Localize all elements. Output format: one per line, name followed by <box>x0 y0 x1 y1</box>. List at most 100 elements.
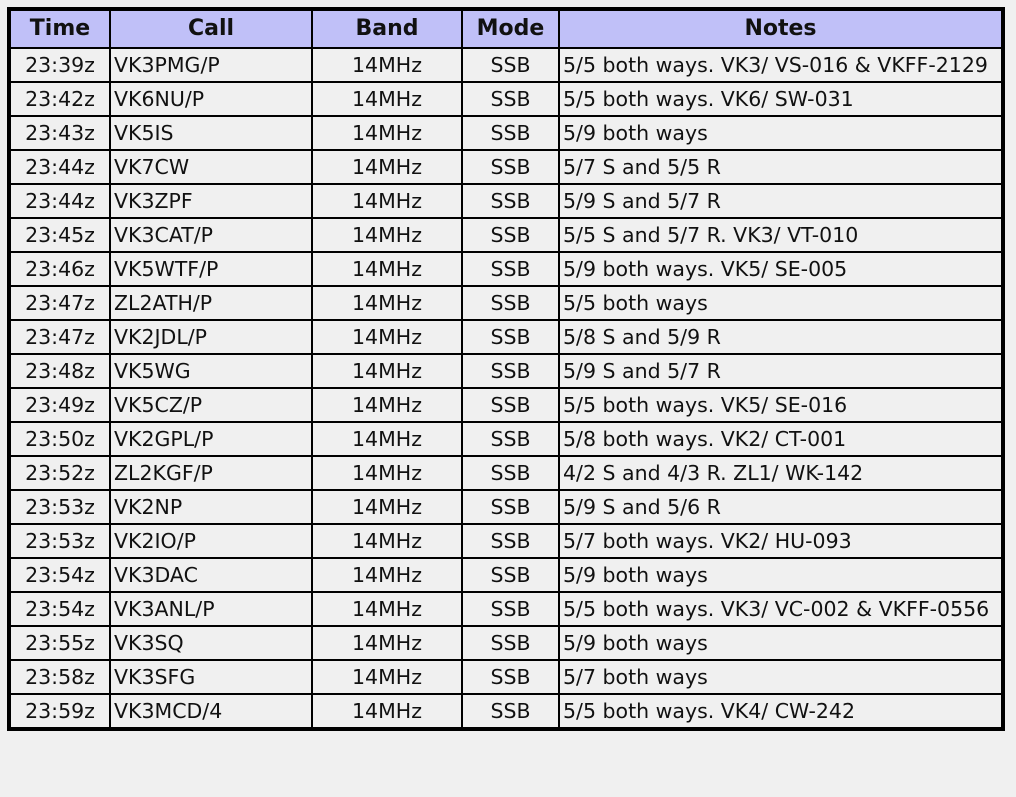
call-cell: VK5WTF/P <box>109 251 313 287</box>
call-cell: VK5CZ/P <box>109 387 313 423</box>
table-row: 23:59z VK3MCD/4 14MHz SSB 5/5 both ways. VK4… <box>8 693 1004 730</box>
time-cell: 23:53z <box>8 523 111 559</box>
call-cell: VK3PMG/P <box>109 47 313 83</box>
notes-cell: 5/5 both ways. VK4/ CW-242 <box>558 693 1004 730</box>
call-cell: VK3SQ <box>109 625 313 661</box>
call-cell: VK2IO/P <box>109 523 313 559</box>
mode-cell: SSB <box>461 81 560 117</box>
notes-cell: 5/5 both ways. VK3/ VS-016 & VKFF-2129 <box>558 47 1004 83</box>
qso-log-table: Time Call Band Mode Notes 23:39z VK3PMG/P… <box>7 7 1005 731</box>
header-band: Band <box>311 8 463 49</box>
table-row: 23:54z VK3DAC 14MHz SSB 5/9 both ways <box>8 557 1004 593</box>
call-cell: VK2GPL/P <box>109 421 313 457</box>
mode-cell: SSB <box>461 591 560 627</box>
mode-cell: SSB <box>461 183 560 219</box>
notes-cell: 5/9 both ways <box>558 557 1004 593</box>
mode-cell: SSB <box>461 353 560 389</box>
notes-cell: 5/5 both ways. VK6/ SW-031 <box>558 81 1004 117</box>
band-cell: 14MHz <box>311 591 463 627</box>
table-row: 23:53z VK2IO/P 14MHz SSB 5/7 both ways. VK2/… <box>8 523 1004 559</box>
mode-cell: SSB <box>461 693 560 730</box>
call-cell: VK5WG <box>109 353 313 389</box>
band-cell: 14MHz <box>311 489 463 525</box>
table-row: 23:44z VK7CW 14MHz SSB 5/7 S and 5/5 R <box>8 149 1004 185</box>
notes-cell: 5/5 both ways. VK3/ VC-002 & VKFF-0556 <box>558 591 1004 627</box>
time-cell: 23:53z <box>8 489 111 525</box>
band-cell: 14MHz <box>311 47 463 83</box>
header-mode: Mode <box>461 8 560 49</box>
band-cell: 14MHz <box>311 81 463 117</box>
time-cell: 23:48z <box>8 353 111 389</box>
notes-cell: 5/9 both ways <box>558 625 1004 661</box>
time-cell: 23:46z <box>8 251 111 287</box>
time-cell: 23:49z <box>8 387 111 423</box>
time-cell: 23:47z <box>8 285 111 321</box>
time-cell: 23:43z <box>8 115 111 151</box>
call-cell: VK2NP <box>109 489 313 525</box>
time-cell: 23:59z <box>8 693 111 730</box>
band-cell: 14MHz <box>311 455 463 491</box>
time-cell: 23:50z <box>8 421 111 457</box>
table-row: 23:45z VK3CAT/P 14MHz SSB 5/5 S and 5/7 R. V… <box>8 217 1004 253</box>
time-cell: 23:42z <box>8 81 111 117</box>
time-cell: 23:47z <box>8 319 111 355</box>
mode-cell: SSB <box>461 285 560 321</box>
call-cell: VK3SFG <box>109 659 313 695</box>
time-cell: 23:58z <box>8 659 111 695</box>
band-cell: 14MHz <box>311 523 463 559</box>
notes-cell: 4/2 S and 4/3 R. ZL1/ WK-142 <box>558 455 1004 491</box>
table-row: 23:43z VK5IS 14MHz SSB 5/9 both ways <box>8 115 1004 151</box>
mode-cell: SSB <box>461 251 560 287</box>
mode-cell: SSB <box>461 319 560 355</box>
notes-cell: 5/5 both ways. VK5/ SE-016 <box>558 387 1004 423</box>
band-cell: 14MHz <box>311 353 463 389</box>
band-cell: 14MHz <box>311 115 463 151</box>
mode-cell: SSB <box>461 387 560 423</box>
table-row: 23:54z VK3ANL/P 14MHz SSB 5/5 both ways. VK3… <box>8 591 1004 627</box>
mode-cell: SSB <box>461 523 560 559</box>
notes-cell: 5/9 both ways <box>558 115 1004 151</box>
band-cell: 14MHz <box>311 387 463 423</box>
call-cell: VK2JDL/P <box>109 319 313 355</box>
call-cell: ZL2KGF/P <box>109 455 313 491</box>
notes-cell: 5/9 S and 5/6 R <box>558 489 1004 525</box>
mode-cell: SSB <box>461 149 560 185</box>
table-row: 23:53z VK2NP 14MHz SSB 5/9 S and 5/6 R <box>8 489 1004 525</box>
time-cell: 23:54z <box>8 591 111 627</box>
table-row: 23:39z VK3PMG/P 14MHz SSB 5/5 both ways. VK3… <box>8 47 1004 83</box>
table-row: 23:55z VK3SQ 14MHz SSB 5/9 both ways <box>8 625 1004 661</box>
call-cell: VK6NU/P <box>109 81 313 117</box>
time-cell: 23:45z <box>8 217 111 253</box>
table-row: 23:58z VK3SFG 14MHz SSB 5/7 both ways <box>8 659 1004 695</box>
time-cell: 23:39z <box>8 47 111 83</box>
band-cell: 14MHz <box>311 557 463 593</box>
band-cell: 14MHz <box>311 659 463 695</box>
notes-cell: 5/9 S and 5/7 R <box>558 353 1004 389</box>
table-row: 23:47z ZL2ATH/P 14MHz SSB 5/5 both ways <box>8 285 1004 321</box>
time-cell: 23:54z <box>8 557 111 593</box>
table-row: 23:49z VK5CZ/P 14MHz SSB 5/5 both ways. VK5/… <box>8 387 1004 423</box>
notes-cell: 5/5 both ways <box>558 285 1004 321</box>
call-cell: VK3MCD/4 <box>109 693 313 730</box>
notes-cell: 5/7 S and 5/5 R <box>558 149 1004 185</box>
call-cell: VK5IS <box>109 115 313 151</box>
mode-cell: SSB <box>461 421 560 457</box>
notes-cell: 5/8 S and 5/9 R <box>558 319 1004 355</box>
band-cell: 14MHz <box>311 251 463 287</box>
call-cell: VK3ANL/P <box>109 591 313 627</box>
mode-cell: SSB <box>461 47 560 83</box>
band-cell: 14MHz <box>311 285 463 321</box>
table-row: 23:42z VK6NU/P 14MHz SSB 5/5 both ways. VK6/… <box>8 81 1004 117</box>
time-cell: 23:44z <box>8 183 111 219</box>
mode-cell: SSB <box>461 659 560 695</box>
call-cell: VK3ZPF <box>109 183 313 219</box>
table-row: 23:50z VK2GPL/P 14MHz SSB 5/8 both ways. VK2… <box>8 421 1004 457</box>
mode-cell: SSB <box>461 625 560 661</box>
band-cell: 14MHz <box>311 149 463 185</box>
header-time: Time <box>8 8 111 49</box>
mode-cell: SSB <box>461 115 560 151</box>
table-row: 23:47z VK2JDL/P 14MHz SSB 5/8 S and 5/9 R <box>8 319 1004 355</box>
table-row: 23:46z VK5WTF/P 14MHz SSB 5/9 both ways. VK5… <box>8 251 1004 287</box>
header-call: Call <box>109 8 313 49</box>
band-cell: 14MHz <box>311 625 463 661</box>
